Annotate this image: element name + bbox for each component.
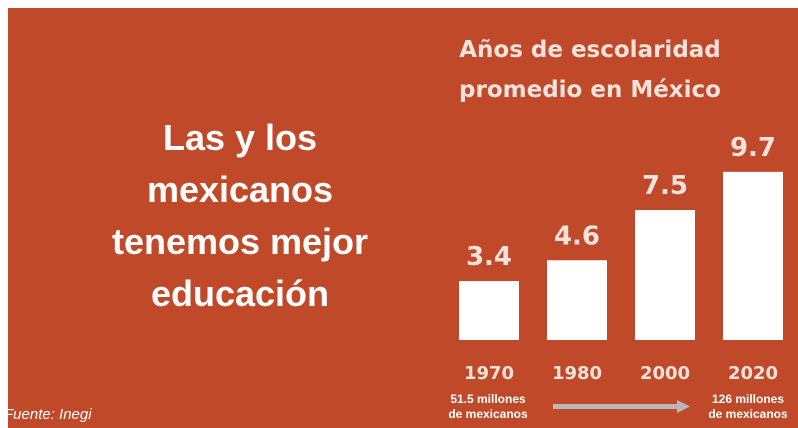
- population-start: 51.5 millones de mexicanos: [428, 392, 548, 422]
- chart-title: Años de escolaridad promedio en México: [440, 30, 740, 110]
- chart-title-line: promedio en México: [459, 77, 721, 103]
- population-start-line: de mexicanos: [448, 407, 528, 421]
- headline: Las y los mexicanos tenemos mejor educac…: [30, 112, 450, 320]
- bar: [547, 260, 607, 340]
- headline-line: Las y los: [162, 117, 318, 158]
- x-tick-label: 2020: [728, 363, 778, 384]
- bar: [723, 171, 783, 340]
- x-tick-label: 2000: [640, 363, 690, 384]
- population-arrow-shaft: [553, 404, 677, 409]
- x-tick-label: 1980: [552, 363, 602, 384]
- source-note: Fuente: Inegi: [4, 406, 92, 423]
- bar: [635, 210, 695, 340]
- population-end-line: 126 millones: [711, 392, 785, 406]
- headline-line: tenemos mejor: [111, 221, 369, 262]
- bar-value-label: 4.6: [554, 221, 600, 251]
- x-tick-label: 1970: [464, 363, 514, 384]
- population-end-line: de mexicanos: [708, 407, 788, 421]
- chart-title-line: Años de escolaridad: [459, 37, 721, 63]
- bar-value-label: 9.7: [730, 133, 776, 163]
- headline-line: educación: [150, 273, 330, 314]
- population-arrow-head: [677, 400, 690, 413]
- bar: [459, 281, 519, 340]
- bar-value-label: 7.5: [642, 171, 688, 201]
- population-start-line: 51.5 millones: [450, 392, 526, 406]
- bar-value-label: 3.4: [466, 242, 512, 272]
- population-end: 126 millones de mexicanos: [688, 392, 798, 422]
- headline-line: mexicanos: [146, 169, 334, 210]
